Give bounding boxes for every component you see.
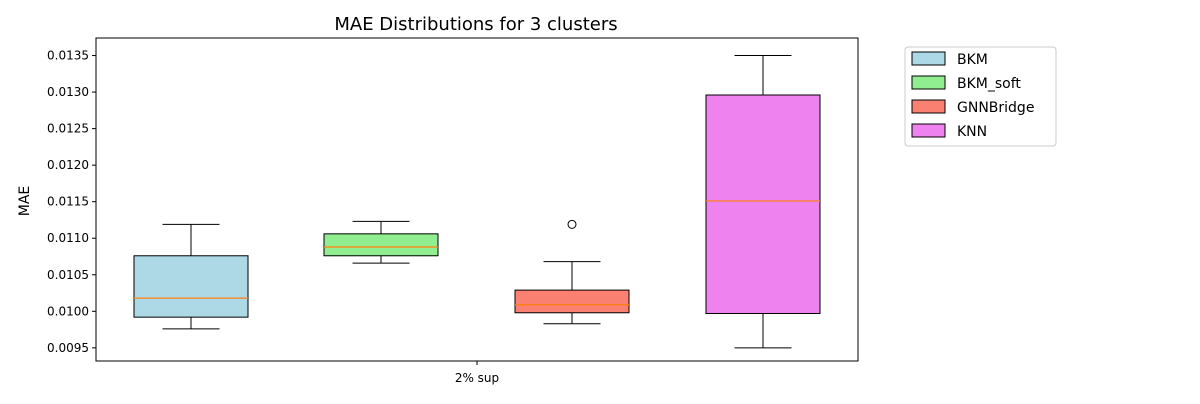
x-tick-label: 2% sup bbox=[455, 371, 499, 385]
legend-label: BKM bbox=[957, 52, 988, 68]
y-tick-label: 0.0105 bbox=[47, 268, 89, 282]
box-knn bbox=[705, 55, 821, 349]
chart-title: MAE Distributions for 3 clusters bbox=[334, 14, 617, 35]
legend-label: KNN bbox=[957, 124, 987, 140]
y-tick-label: 0.0130 bbox=[47, 85, 89, 99]
y-tick-label: 0.0125 bbox=[47, 122, 89, 136]
box-body bbox=[133, 255, 249, 318]
y-tick-label: 0.0095 bbox=[47, 341, 89, 355]
box-bkm bbox=[133, 223, 249, 330]
legend-swatch bbox=[911, 51, 946, 66]
y-axis-label: MAE bbox=[17, 186, 33, 217]
box-gnnbridge bbox=[514, 219, 630, 325]
y-tick-label: 0.0135 bbox=[47, 49, 89, 63]
box-body bbox=[514, 289, 630, 314]
box-body bbox=[705, 94, 821, 314]
plot-area: 0.0095 0.0100 0.0105 0.0110 0.0115 0.0120 0.01… bbox=[47, 37, 859, 385]
box-body bbox=[323, 233, 439, 257]
box-bkm-soft bbox=[323, 220, 439, 264]
legend-label: GNNBridge bbox=[957, 100, 1034, 116]
legend-swatch bbox=[911, 99, 946, 114]
y-tick-label: 0.0100 bbox=[47, 304, 89, 318]
legend-label: BKM_soft bbox=[957, 76, 1021, 92]
y-tick-label: 0.0110 bbox=[47, 231, 89, 245]
legend-swatch bbox=[911, 75, 946, 90]
y-tick-label: 0.0120 bbox=[47, 158, 89, 172]
y-tick-label: 0.0115 bbox=[47, 195, 89, 209]
legend-swatch bbox=[911, 123, 946, 138]
legend-frame bbox=[904, 46, 1057, 147]
outlier-point bbox=[567, 219, 577, 229]
legend: BKM BKM_soft GNNBridge KNN bbox=[904, 46, 1057, 147]
